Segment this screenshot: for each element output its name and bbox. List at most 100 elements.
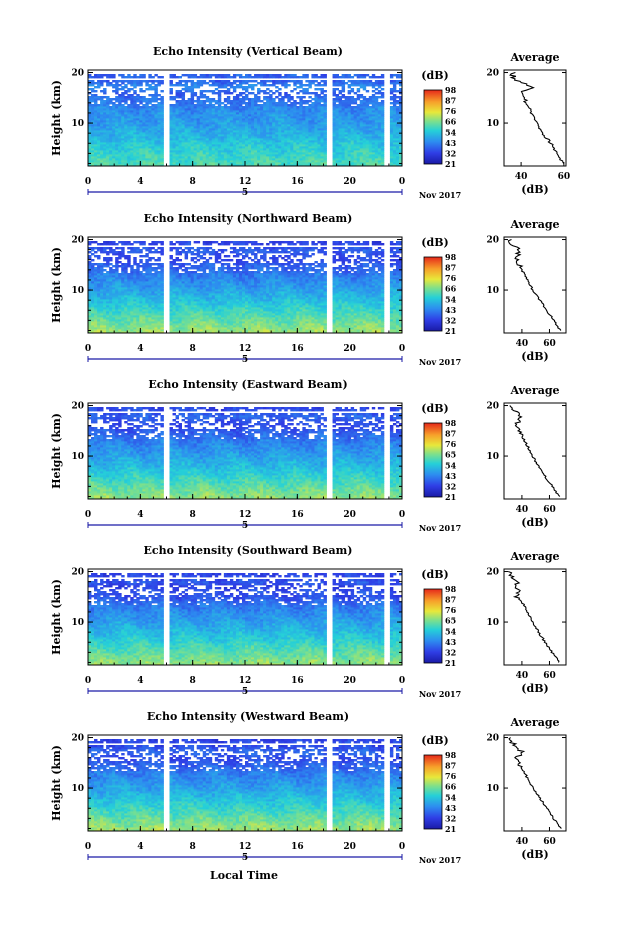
heatmap-cell	[130, 325, 134, 328]
heatmap-cell	[154, 307, 158, 310]
heatmap-cell	[124, 106, 128, 109]
heatmap-cell	[226, 150, 231, 153]
heatmap-cell	[311, 136, 315, 139]
heatmap-cell	[293, 146, 297, 149]
heatmap-cell	[148, 289, 152, 292]
heatmap-cell	[100, 301, 104, 304]
heatmap-cell	[353, 136, 358, 139]
heatmap-cell	[205, 76, 210, 79]
heatmap-cell	[148, 269, 152, 272]
heatmap-cell	[323, 102, 327, 105]
heatmap-cell	[338, 126, 343, 129]
heatmap-cell	[187, 148, 192, 151]
heatmap-cell	[91, 313, 95, 316]
heatmap-cell	[160, 160, 164, 163]
heatmap-cell	[118, 305, 122, 308]
heatmap-cell	[272, 102, 276, 105]
heatmap-cell	[305, 124, 309, 127]
heatmap-cell	[142, 317, 146, 320]
heatmap-cell	[178, 156, 182, 159]
heatmap-cell	[266, 154, 270, 157]
heatmap-cell	[148, 86, 152, 89]
heatmap-cell	[208, 152, 213, 155]
heatmap-cell	[121, 128, 125, 131]
heatmap-cell	[199, 148, 204, 151]
heatmap-cell	[103, 134, 107, 137]
heatmap-cell	[359, 84, 364, 87]
heatmap-cell	[154, 269, 158, 272]
heatmap-cell	[97, 247, 101, 250]
heatmap-cell	[112, 134, 116, 137]
heatmap-cell	[136, 128, 140, 131]
heatmap-cell	[272, 146, 276, 149]
heatmap-cell	[238, 102, 243, 105]
heatmap-cell	[202, 124, 207, 127]
heatmap-cell	[290, 96, 294, 99]
heatmap-cell	[254, 152, 258, 155]
heatmap-cell	[115, 124, 119, 127]
heatmap-cell	[308, 156, 312, 159]
heatmap-cell	[124, 112, 128, 115]
heatmap-cell	[281, 106, 285, 109]
heatmap-cell	[178, 94, 182, 97]
heatmap-cell	[356, 124, 361, 127]
heatmap-cell	[88, 273, 92, 276]
heatmap-cell	[260, 148, 264, 151]
heatmap-cell	[154, 126, 158, 129]
heatmap-cell	[115, 263, 119, 266]
heatmap-cell	[278, 88, 282, 91]
heatmap-cell	[335, 108, 339, 111]
heatmap-cell	[245, 156, 249, 159]
heatmap-cell	[121, 132, 125, 135]
heatmap-cell	[365, 150, 370, 153]
heatmap-cell	[178, 110, 182, 113]
heatmap-cell	[154, 279, 158, 282]
heatmap-cell	[88, 88, 92, 91]
heatmap-cell	[260, 152, 264, 155]
heatmap-cell	[302, 138, 306, 141]
heatmap-cell	[157, 271, 161, 274]
heatmap-cell	[94, 142, 98, 145]
heatmap-cell	[232, 154, 237, 157]
heatmap-cell	[181, 148, 186, 151]
heatmap-cell	[214, 82, 219, 85]
heatmap-cell	[317, 126, 321, 129]
heatmap-cell	[371, 128, 376, 131]
heatmap-cell	[341, 136, 346, 139]
heatmap-cell	[142, 98, 146, 101]
heatmap-cell	[305, 130, 309, 133]
heatmap-cell	[299, 164, 303, 167]
heatmap-cell	[245, 162, 249, 165]
heatmap-cell	[160, 325, 164, 328]
heatmap-cell	[311, 104, 315, 107]
heatmap-cell	[308, 122, 312, 125]
heatmap-cell	[359, 130, 364, 133]
heatmap-cell	[97, 76, 101, 79]
heatmap-cell	[335, 82, 339, 85]
heatmap-cell	[338, 76, 343, 79]
heatmap-cell	[275, 154, 279, 157]
heatmap-cell	[254, 98, 258, 101]
heatmap-cell	[91, 259, 95, 262]
heatmap-cell	[121, 311, 125, 314]
heatmap-cell	[302, 164, 306, 167]
heatmap-cell	[257, 76, 261, 79]
heatmap-cell	[121, 327, 125, 330]
heatmap-cell	[127, 122, 131, 125]
heatmap-cell	[332, 130, 336, 133]
heatmap-cell	[341, 128, 346, 131]
heatmap-cell	[184, 126, 189, 129]
heatmap-cell	[362, 160, 367, 163]
heatmap-cell	[377, 106, 382, 109]
heatmap-cell	[142, 301, 146, 304]
heatmap-cell	[103, 144, 107, 147]
heatmap-cell	[377, 92, 382, 95]
heatmap-cell	[335, 76, 339, 79]
heatmap-cell	[151, 251, 155, 254]
heatmap-cell	[368, 118, 373, 121]
heatmap-cell	[154, 317, 158, 320]
heatmap-cell	[124, 323, 128, 326]
heatmap-cell	[154, 80, 158, 83]
heatmap-cell	[284, 80, 288, 83]
heatmap-cell	[320, 128, 324, 131]
